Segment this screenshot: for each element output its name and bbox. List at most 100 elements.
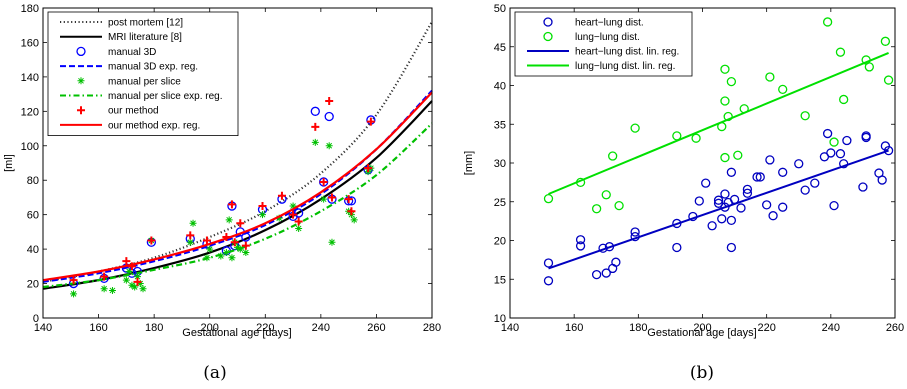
data-point: [293, 208, 304, 218]
data-point: [242, 249, 250, 257]
y-tick-label: 25: [494, 197, 506, 209]
data-point: [720, 96, 730, 106]
data-point: [234, 243, 241, 251]
x-tick-label: 260: [886, 322, 904, 334]
data-point: [839, 94, 849, 105]
legend-label: lung−lung dist. lin. reg.: [575, 61, 675, 72]
data-point: [822, 128, 833, 139]
data-point: [543, 276, 554, 286]
data-point: [880, 36, 891, 46]
data-point: [726, 242, 737, 253]
data-point: [69, 276, 78, 285]
data-point: [778, 84, 788, 95]
data-point: [701, 178, 711, 188]
series-line: [42, 21, 433, 283]
legend-label: manual per slice exp. reg.: [108, 91, 223, 102]
data-point: [883, 75, 894, 85]
data-point: [575, 241, 586, 251]
y-tick-label: 15: [494, 274, 506, 286]
series-our-method-exp-reg: [42, 91, 433, 282]
legend-label: our method: [108, 106, 159, 117]
data-point: [344, 195, 353, 204]
y-tick-label: 45: [494, 42, 506, 54]
data-point: [347, 207, 356, 216]
series-our-method: [69, 97, 375, 286]
x-axis-label: Gestational age [days]: [647, 327, 756, 339]
legend-box: [47, 11, 239, 136]
legend-label: MRI literature [8]: [108, 32, 182, 43]
x-tick-label: 160: [89, 322, 107, 334]
data-point: [225, 216, 233, 224]
x-tick-label: 180: [145, 322, 163, 334]
data-point: [755, 172, 765, 182]
data-point: [630, 227, 640, 237]
data-point: [880, 141, 891, 151]
axes-frame: [42, 7, 433, 319]
data-point: [325, 97, 334, 105]
data-point: [228, 254, 236, 262]
data-point: [742, 184, 753, 195]
series-manual-per-slice-exp-reg: [42, 122, 433, 289]
data-point: [726, 167, 737, 177]
data-point: [324, 111, 334, 122]
data-point: [328, 238, 336, 246]
data-point: [864, 62, 874, 72]
data-point: [125, 268, 133, 275]
x-tick-label: 240: [822, 322, 840, 334]
data-point: [131, 283, 139, 291]
series-line: [548, 149, 889, 270]
data-point: [591, 269, 602, 280]
data-point: [752, 172, 762, 182]
data-point: [350, 216, 358, 224]
legend: heart−lung dist. lung−lung dist. heart−lun…: [514, 11, 693, 77]
data-point: [762, 200, 772, 210]
data-point: [778, 167, 788, 177]
y-tick-label: 20: [494, 236, 506, 248]
data-point: [835, 149, 846, 159]
legend-label: our method exp. reg.: [108, 120, 200, 131]
x-tick-label: 220: [757, 322, 775, 334]
legend: post mortem [12] MRI literature [8] manual…: [47, 11, 239, 136]
data-point: [311, 138, 319, 146]
x-tick-label: 220: [256, 322, 274, 334]
legend-marker: [76, 46, 86, 57]
legend-label: post mortem [12]: [108, 18, 183, 29]
data-point: [202, 236, 211, 245]
data-point: [822, 17, 833, 27]
series-line: [42, 91, 433, 282]
data-point: [311, 122, 320, 131]
x-tick-label: 160: [565, 322, 583, 334]
data-point: [364, 164, 373, 173]
legend-label: manual 3D: [108, 47, 156, 58]
panel-caption: (b): [690, 363, 714, 383]
data-point: [122, 257, 131, 266]
data-point: [736, 203, 746, 213]
legend-label: heart−lung dist.: [575, 18, 644, 29]
data-point: [259, 211, 267, 219]
data-point: [241, 241, 250, 250]
x-tick-label: 140: [501, 322, 519, 334]
data-point: [883, 145, 894, 156]
data-point: [877, 175, 887, 185]
legend-marker: [77, 77, 85, 85]
x-tick-label: 240: [312, 322, 330, 334]
data-point: [768, 211, 778, 221]
data-point: [713, 195, 724, 205]
data-point: [861, 132, 871, 143]
data-point: [327, 193, 336, 202]
series-post-mortem-12: [42, 21, 433, 283]
x-tick-label: 180: [629, 322, 647, 334]
data-point: [275, 214, 283, 222]
data-point: [672, 242, 682, 253]
y-axis-label: [mm]: [463, 151, 475, 175]
data-point: [720, 152, 730, 163]
data-point: [186, 231, 195, 240]
y-tick-label: 80: [27, 175, 39, 187]
data-point: [829, 137, 839, 147]
y-tick-label: 30: [494, 158, 506, 170]
legend-label: lung−lung dist.: [575, 32, 640, 43]
data-point: [70, 290, 78, 298]
panel-a-volume-chart: 140 160 180 200 220 240 260 280 0 20 40 60 80 100 120 1…: [3, 3, 441, 383]
data-point: [765, 72, 775, 82]
